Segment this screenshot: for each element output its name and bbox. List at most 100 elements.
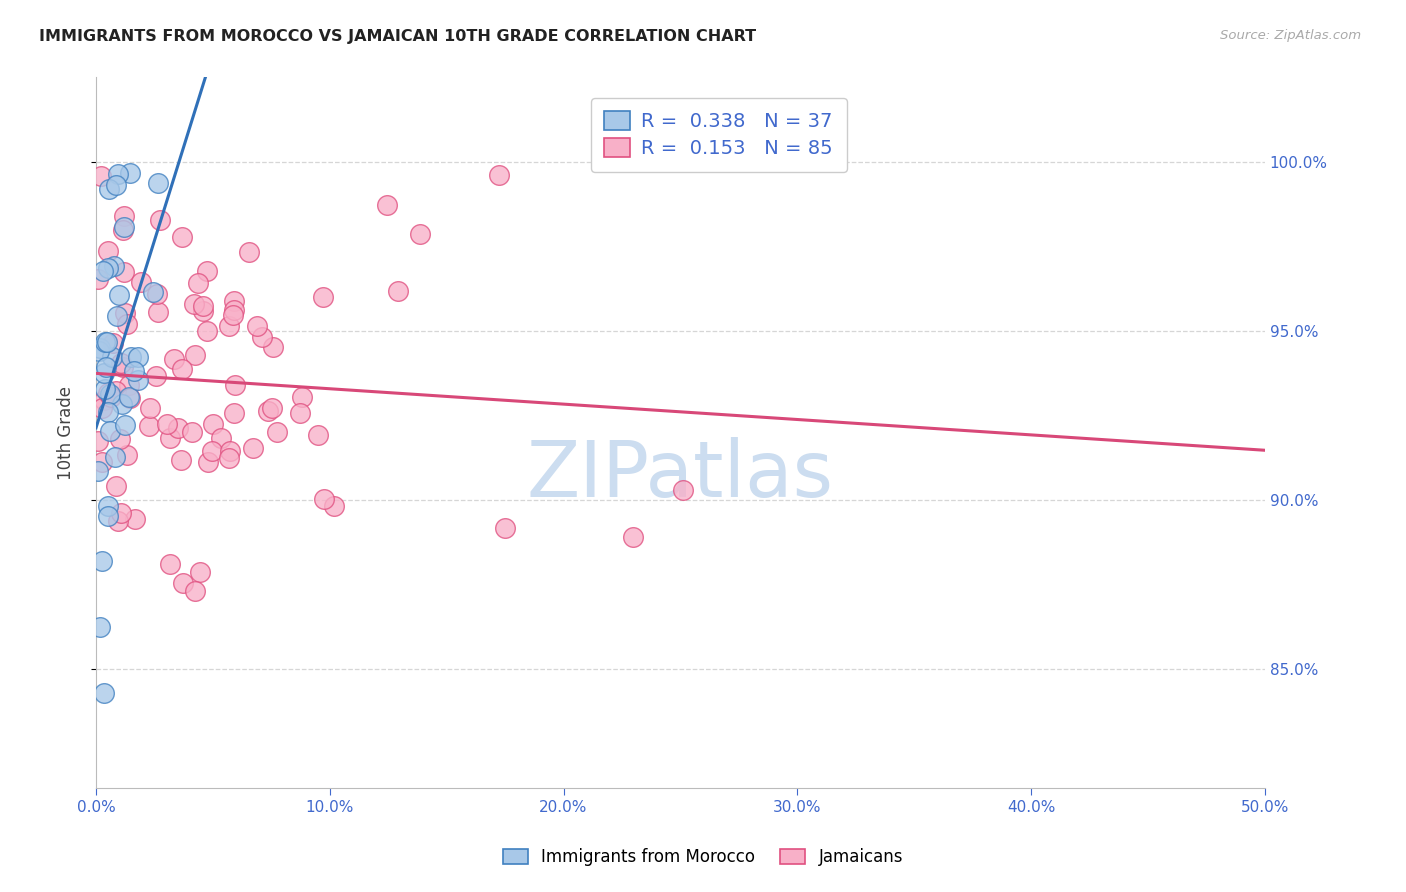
Point — [127, 351, 149, 365]
Point — [201, 417, 224, 431]
Text: ZIPatlas: ZIPatlas — [527, 437, 834, 513]
Point — [111, 397, 134, 411]
Point — [87, 434, 110, 448]
Point — [97, 385, 120, 400]
Point — [155, 417, 177, 431]
Point — [148, 176, 170, 190]
Point — [115, 448, 138, 462]
Point — [90, 554, 112, 568]
Point — [97, 244, 120, 258]
Point — [170, 453, 193, 467]
Point — [224, 378, 246, 392]
Point — [108, 432, 131, 446]
Point — [222, 293, 245, 308]
Point — [98, 387, 121, 401]
Point — [197, 454, 219, 468]
Point — [172, 230, 194, 244]
Point — [218, 443, 240, 458]
Point — [89, 341, 111, 355]
Point — [118, 390, 141, 404]
Point — [242, 441, 264, 455]
Point — [114, 306, 136, 320]
Point — [307, 428, 329, 442]
Point — [193, 303, 215, 318]
Point — [104, 479, 127, 493]
Point — [129, 275, 152, 289]
Point — [96, 261, 118, 276]
Point — [262, 401, 284, 415]
Point — [188, 566, 211, 580]
Point — [488, 169, 510, 183]
Point — [149, 213, 172, 227]
Point — [163, 351, 186, 366]
Point — [238, 245, 260, 260]
Point — [118, 166, 141, 180]
Point — [195, 324, 218, 338]
Point — [97, 499, 120, 513]
Point — [107, 514, 129, 528]
Point — [312, 290, 335, 304]
Point — [112, 209, 135, 223]
Legend: Immigrants from Morocco, Jamaicans: Immigrants from Morocco, Jamaicans — [496, 842, 910, 873]
Point — [262, 340, 284, 354]
Point — [184, 348, 207, 362]
Point — [127, 373, 149, 387]
Point — [89, 619, 111, 633]
Point — [187, 276, 209, 290]
Point — [87, 271, 110, 285]
Point — [90, 401, 112, 416]
Point — [180, 425, 202, 439]
Point — [93, 367, 115, 381]
Point — [96, 360, 118, 375]
Point — [218, 319, 240, 334]
Point — [256, 404, 278, 418]
Point — [172, 575, 194, 590]
Point — [90, 169, 112, 183]
Point — [120, 350, 142, 364]
Point — [91, 263, 114, 277]
Point — [115, 317, 138, 331]
Point — [375, 197, 398, 211]
Point — [93, 685, 115, 699]
Point — [110, 506, 132, 520]
Point — [146, 305, 169, 319]
Point — [621, 530, 644, 544]
Point — [139, 401, 162, 415]
Point — [222, 407, 245, 421]
Point — [159, 432, 181, 446]
Point — [291, 390, 314, 404]
Point — [222, 308, 245, 322]
Point — [97, 182, 120, 196]
Y-axis label: 10th Grade: 10th Grade — [58, 385, 75, 480]
Point — [104, 450, 127, 464]
Point — [172, 362, 194, 376]
Point — [201, 444, 224, 458]
Point — [96, 334, 118, 349]
Point — [145, 287, 167, 301]
Point — [110, 356, 132, 370]
Point — [120, 391, 142, 405]
Point — [105, 309, 128, 323]
Point — [94, 334, 117, 349]
Point — [159, 557, 181, 571]
Point — [183, 296, 205, 310]
Point — [112, 222, 135, 236]
Point — [209, 431, 232, 445]
Text: IMMIGRANTS FROM MOROCCO VS JAMAICAN 10TH GRADE CORRELATION CHART: IMMIGRANTS FROM MOROCCO VS JAMAICAN 10TH… — [39, 29, 756, 45]
Point — [218, 451, 240, 466]
Point — [138, 418, 160, 433]
Point — [222, 302, 245, 317]
Text: Source: ZipAtlas.com: Source: ZipAtlas.com — [1220, 29, 1361, 43]
Point — [94, 382, 117, 396]
Point — [387, 284, 409, 298]
Point — [195, 264, 218, 278]
Point — [91, 455, 114, 469]
Point — [101, 350, 124, 364]
Point — [246, 319, 269, 334]
Point — [103, 260, 125, 274]
Point — [167, 420, 190, 434]
Point — [112, 360, 135, 375]
Point — [107, 167, 129, 181]
Point — [112, 219, 135, 234]
Point — [87, 343, 110, 358]
